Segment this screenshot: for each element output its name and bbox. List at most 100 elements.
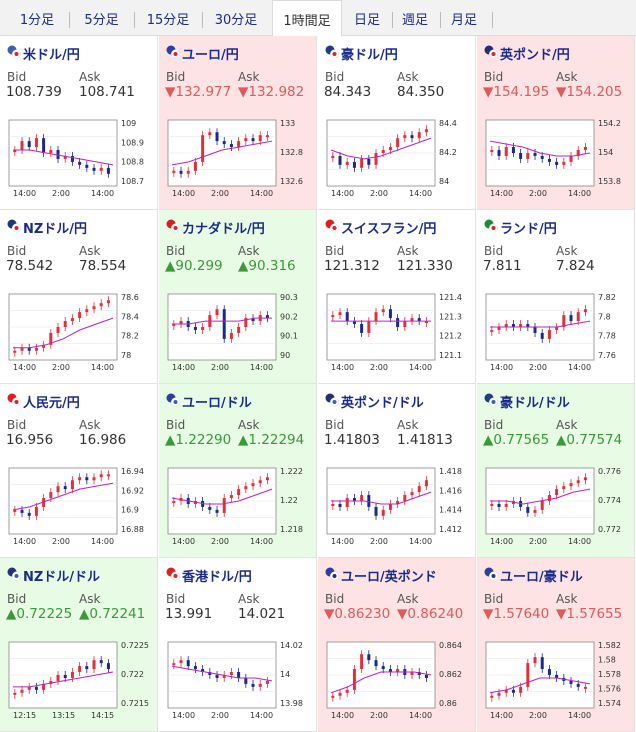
currency-pair-card[interactable]: 英ポンド/ドル Bid Ask 1.41803 1.41813 1.418 1.416 1.4… xyxy=(318,384,476,558)
y-tick-label: 0.772 xyxy=(598,525,621,534)
x-tick-label: 14:00 xyxy=(490,363,513,372)
x-tick-label: 2:00 xyxy=(529,189,547,198)
currency-pair-card[interactable]: 香港ドル/円 Bid Ask 13.991 14.021 14.02 14 13.98 14:0… xyxy=(159,558,317,732)
y-tick-label: 0.722 xyxy=(121,670,144,679)
x-tick-label: 14:00 xyxy=(331,363,354,372)
pair-name[interactable]: ランド/円 xyxy=(500,222,557,237)
bid-value: ▼154.195 xyxy=(483,84,550,100)
mini-candle-chart[interactable]: 7.82 7.8 7.78 7.76 14:00 2:00 14:00 xyxy=(482,288,630,378)
candle xyxy=(70,318,74,322)
pair-name[interactable]: ユーロ/英ポンド xyxy=(341,570,437,585)
au-us-flag xyxy=(484,393,498,407)
pair-name[interactable]: NZドル/円 xyxy=(23,222,88,237)
candle xyxy=(519,324,523,327)
currency-pair-card[interactable]: 豪ドル/ドル Bid Ask ▲0.77565 ▲0.77574 0.776 0.774 0.… xyxy=(477,384,635,558)
mini-candle-chart[interactable]: 84.4 84.2 84 14:00 2:00 14:00 xyxy=(323,114,471,204)
currency-pair-card[interactable]: ユーロ/ドル Bid Ask ▲1.22290 ▲1.22294 1.222 1.22 1.2… xyxy=(159,384,317,558)
tab-timeframe[interactable]: 月足 xyxy=(450,13,477,28)
bid-value: 84.343 xyxy=(324,84,372,100)
y-tick-label: 7.76 xyxy=(598,351,616,360)
currency-pair-card[interactable]: ユーロ/豪ドル Bid Ask ▼1.57640 ▼1.57655 1.582 1.58 1.… xyxy=(477,558,635,732)
currency-pair-card[interactable]: ユーロ/円 Bid Ask ▼132.977 ▼132.982 133 132.8 132.6… xyxy=(159,36,317,210)
candle xyxy=(78,161,82,165)
mini-candle-chart[interactable]: 1.582 1.58 1.578 1.576 1.574 14:00 2:00 14:00 xyxy=(482,636,630,726)
pair-name[interactable]: スイスフラン/円 xyxy=(341,222,437,237)
tab-timeframe[interactable]: 日足 xyxy=(353,13,380,28)
mini-candle-chart[interactable]: 109 108.9 108.8 108.7 14:00 2:00 14:00 xyxy=(5,114,153,204)
pair-name[interactable]: カナダドル/円 xyxy=(182,222,265,237)
pair-name[interactable]: 英ポンド/ドル xyxy=(341,396,424,411)
candle xyxy=(396,669,400,673)
mini-candle-chart[interactable]: 133 132.8 132.6 14:00 2:00 14:00 xyxy=(164,114,312,204)
tab-timeframe[interactable]: 5分足 xyxy=(84,13,119,28)
candle xyxy=(42,138,46,153)
tab-timeframe[interactable]: 1分足 xyxy=(19,13,55,28)
bid-value: 16.956 xyxy=(6,432,54,448)
candle xyxy=(27,512,31,516)
candle xyxy=(258,683,262,687)
tab-timeframe[interactable]: 週足 xyxy=(401,13,428,28)
ask-label: Ask xyxy=(556,70,578,84)
eu-us-flag xyxy=(166,393,180,407)
y-tick-label: 1.576 xyxy=(598,685,621,694)
candle xyxy=(85,666,89,670)
pair-name[interactable]: 香港ドル/円 xyxy=(182,570,252,585)
mini-candle-chart[interactable]: 154.2 154 153.8 14:00 2:00 14:00 xyxy=(482,114,630,204)
currency-pair-card[interactable]: 豪ドル/円 Bid Ask 84.343 84.350 84.4 84.2 84 14:00 2:… xyxy=(318,36,476,210)
pair-name[interactable]: 豪ドル/ドル xyxy=(500,396,570,411)
pair-name[interactable]: 豪ドル/円 xyxy=(341,48,398,63)
candle xyxy=(583,686,587,689)
x-tick-label: 14:00 xyxy=(13,537,36,546)
y-tick-label: 84.4 xyxy=(439,119,457,128)
x-tick-label: 14:00 xyxy=(490,189,513,198)
candle xyxy=(331,315,335,318)
candle xyxy=(49,332,53,345)
mini-candle-chart[interactable]: 90.3 90.2 90.1 90 14:00 2:00 14:00 xyxy=(164,288,312,378)
currency-pair-card[interactable]: ランド/円 Bid Ask 7.811 7.824 7.82 7.8 7.78 7.76 14:0… xyxy=(477,210,635,384)
pair-name[interactable]: 人民元/円 xyxy=(23,396,80,411)
mini-candle-chart[interactable]: 16.94 16.92 16.9 16.88 14:00 2:00 14:00 xyxy=(5,462,153,552)
mini-candle-chart[interactable]: 0.864 0.862 0.86 14:00 2:00 14:00 xyxy=(323,636,471,726)
candle xyxy=(331,695,335,698)
mini-candle-chart[interactable]: 14.02 14 13.98 14:00 2:00 14:00 xyxy=(164,636,312,726)
candle xyxy=(345,689,349,693)
mini-candle-chart[interactable]: 78.6 78.4 78.2 78 14:00 2:00 14:00 xyxy=(5,288,153,378)
currency-pair-card[interactable]: 人民元/円 Bid Ask 16.956 16.986 16.94 16.92 16.9 16.… xyxy=(0,384,158,558)
candle xyxy=(99,167,103,171)
mini-candle-chart[interactable]: 0.776 0.774 0.772 14:00 2:00 14:00 xyxy=(482,462,630,552)
bid-value: ▼1.57640 xyxy=(483,606,550,622)
tab-timeframe[interactable]: 15分足 xyxy=(146,13,190,28)
ask-value: ▼132.982 xyxy=(238,84,305,100)
mini-candle-chart[interactable]: 121.4 121.3 121.2 121.1 14:00 2:00 14:00 xyxy=(323,288,471,378)
eu-au-flag xyxy=(484,567,498,581)
tab-timeframe[interactable]: 30分足 xyxy=(214,13,258,28)
currency-pair-card[interactable]: 英ポンド/円 Bid Ask ▼154.195 ▼154.205 154.2 154 153.… xyxy=(477,36,635,210)
candle xyxy=(70,480,74,490)
pair-name[interactable]: ユーロ/円 xyxy=(182,48,239,63)
candle xyxy=(237,141,241,148)
chart-svg: 1.582 1.58 1.578 1.576 1.574 14:00 2:00 14:00 xyxy=(485,641,621,720)
currency-pair-card[interactable]: NZドル/ドル Bid Ask ▲0.72225 ▲0.72241 0.7225 0.722… xyxy=(0,558,158,732)
mini-candle-chart[interactable]: 1.222 1.22 1.218 14:00 2:00 14:00 xyxy=(164,462,312,552)
bid-value: ▼132.977 xyxy=(165,84,232,100)
chart-svg: 1.222 1.22 1.218 14:00 2:00 14:00 xyxy=(167,467,303,546)
ch-jp-flag xyxy=(325,219,339,233)
mini-candle-chart[interactable]: 1.418 1.416 1.414 1.412 14:00 2:00 14:00 xyxy=(323,462,471,552)
currency-pair-card[interactable]: 米ドル/円 Bid Ask 108.739 108.741 109 108.9 108.8 10… xyxy=(0,36,158,210)
y-tick-label: 1.578 xyxy=(598,670,621,679)
currency-pair-card[interactable]: カナダドル/円 Bid Ask ▲90.299 ▲90.316 90.3 90.2 90.1 9… xyxy=(159,210,317,384)
pair-name[interactable]: ユーロ/ドル xyxy=(182,396,252,411)
currency-pair-card[interactable]: ユーロ/英ポンド Bid Ask ▼0.86230 ▼0.86240 0.864 0.862… xyxy=(318,558,476,732)
moving-average-line xyxy=(489,677,591,694)
pair-name[interactable]: ユーロ/豪ドル xyxy=(500,570,583,585)
candle xyxy=(244,677,248,684)
currency-pair-card[interactable]: NZドル/円 Bid Ask 78.542 78.554 78.6 78.4 78.2 78 14… xyxy=(0,210,158,384)
pair-name[interactable]: 米ドル/円 xyxy=(23,48,80,63)
currency-pair-card[interactable]: スイスフラン/円 Bid Ask 121.312 121.330 121.4 121.3 12… xyxy=(318,210,476,384)
eu-jp-flag xyxy=(166,45,180,59)
pair-name[interactable]: 英ポンド/円 xyxy=(500,48,570,63)
tab-timeframe[interactable]: 1時間足 xyxy=(272,0,342,37)
candle xyxy=(381,509,385,516)
mini-candle-chart[interactable]: 0.7225 0.722 0.7215 12:15 13:15 14:15 xyxy=(5,636,153,726)
pair-name[interactable]: NZドル/ドル xyxy=(23,570,101,585)
